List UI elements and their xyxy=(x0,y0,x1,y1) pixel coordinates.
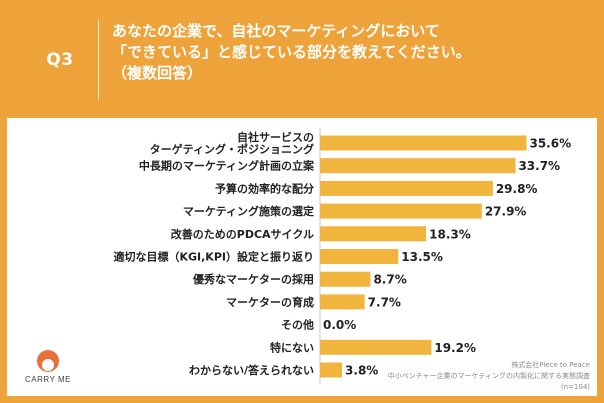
value-label-4: 18.3% xyxy=(429,227,471,241)
question-text: あなたの企業で、自社のマーケティングにおいて 「できている」と感じている部分を教… xyxy=(112,21,592,84)
header-divider xyxy=(98,20,99,100)
left-border-band xyxy=(0,118,7,403)
value-label-2: 29.8% xyxy=(496,182,538,196)
source-note: 株式会社Piece to Peace 中小ベンチャー企業のマーケティングの内製化… xyxy=(388,360,590,393)
bar-5 xyxy=(320,249,399,264)
question-number: Q3 xyxy=(46,50,74,70)
bar-10 xyxy=(320,362,343,378)
bar-2 xyxy=(320,180,493,196)
bar-0 xyxy=(320,135,527,151)
value-label-5: 13.5% xyxy=(401,250,443,264)
bottom-border-band xyxy=(0,396,604,403)
category-label-0-line-0: 自社サービスの xyxy=(237,130,314,144)
value-label-8: 0.0% xyxy=(323,318,356,332)
bar-7 xyxy=(320,294,365,310)
bar-3 xyxy=(320,203,482,219)
question-line-1: あなたの企業で、自社のマーケティングにおいて xyxy=(112,22,440,40)
source-line-1: 株式会社Piece to Peace xyxy=(511,361,590,369)
question-line-3: （複数回答） xyxy=(112,64,203,82)
value-label-0: 35.6% xyxy=(529,137,571,151)
category-label-9: 特にない xyxy=(270,340,314,354)
bar-1 xyxy=(320,158,516,174)
category-label-6: 優秀なマーケターの採用 xyxy=(192,272,314,286)
category-label-7: マーケターの育成 xyxy=(226,295,314,309)
source-line-2: 中小ベンチャー企業のマーケティングの内製化に関する実態調査 xyxy=(387,372,590,380)
question-line-2: 「できている」と感じている部分を教えてください。 xyxy=(112,43,471,61)
category-label-4: 改善のためのPDCAサイクル xyxy=(171,227,314,241)
logo-mark-icon xyxy=(37,350,59,372)
value-label-7: 7.7% xyxy=(368,295,401,309)
right-border-band xyxy=(597,118,604,403)
value-label-1: 33.7% xyxy=(518,159,560,173)
value-label-9: 19.2% xyxy=(434,341,476,355)
category-label-5: 適切な目標（KGI,KPI）設定と振り返り xyxy=(113,250,314,264)
category-label-10: わからない/答えられない xyxy=(189,363,314,377)
logo-text: CARRY ME xyxy=(25,375,71,384)
value-label-6: 8.7% xyxy=(373,273,406,287)
value-label-10: 3.8% xyxy=(345,364,378,378)
value-label-3: 27.9% xyxy=(485,205,527,219)
bar-6 xyxy=(320,271,371,287)
source-line-3: (n=104) xyxy=(560,383,590,391)
category-label-8: その他 xyxy=(281,318,314,332)
bar-4 xyxy=(320,226,427,242)
brand-logo: CARRY ME xyxy=(18,350,78,384)
category-label-1: 中長期のマーケティング計画の立案 xyxy=(139,159,315,173)
bar-9 xyxy=(320,339,432,355)
question-header: Q3 あなたの企業で、自社のマーケティングにおいて 「できている」と感じている部… xyxy=(0,0,604,118)
category-label-0-line-1: ターゲティング・ポジショニング xyxy=(150,142,314,156)
category-label-3: マーケティング施策の選定 xyxy=(183,204,314,218)
category-label-2: 予算の効率的な配分 xyxy=(215,181,314,195)
